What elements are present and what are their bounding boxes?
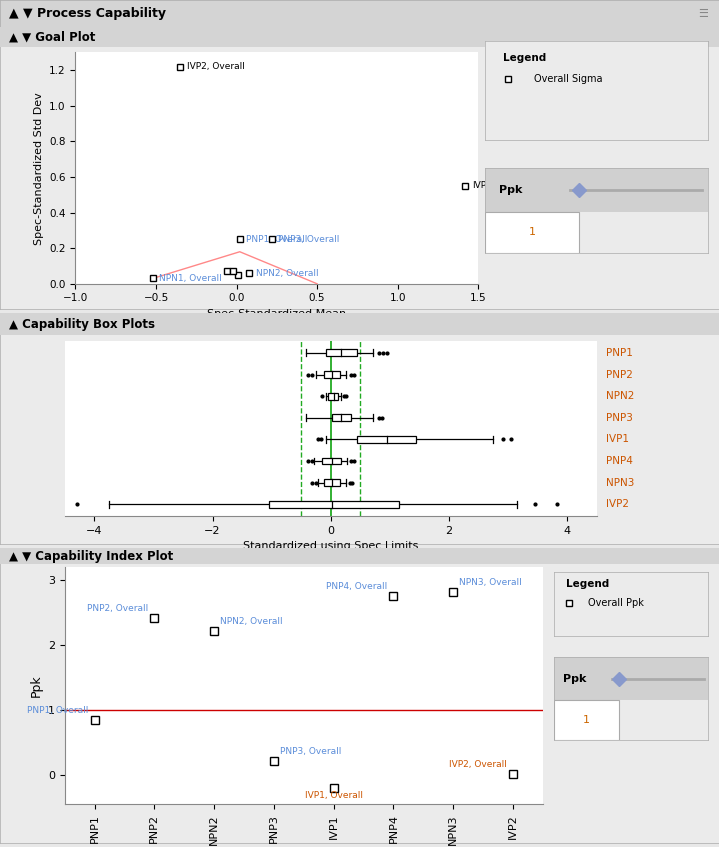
Bar [0, 548, 719, 564]
Text: PNP3: PNP3 [605, 412, 633, 423]
Bar [322, 457, 342, 464]
Bar [0, 313, 719, 335]
X-axis label: Spec-Standardized Mean: Spec-Standardized Mean [207, 309, 347, 319]
Bar [485, 212, 579, 252]
Text: NPN3: NPN3 [605, 478, 634, 488]
X-axis label: Standardized using Spec Limits: Standardized using Spec Limits [243, 541, 418, 551]
Y-axis label: Spec-Standardized Std Dev: Spec-Standardized Std Dev [34, 91, 44, 245]
Text: ▲ Capability Box Plots: ▲ Capability Box Plots [9, 318, 155, 331]
Text: PNP4, Overall: PNP4, Overall [326, 582, 388, 591]
Bar [326, 350, 357, 357]
Text: ▲ ▼ Capability Index Plot: ▲ ▼ Capability Index Plot [9, 550, 173, 562]
Text: ▲ ▼ Process Capability: ▲ ▼ Process Capability [9, 7, 165, 20]
Text: Ppk: Ppk [499, 185, 522, 195]
Bar [357, 436, 416, 443]
Bar [324, 371, 339, 378]
Text: NPN2, Overall: NPN2, Overall [256, 268, 319, 278]
Bar [554, 657, 708, 700]
Text: IVP1, Overall: IVP1, Overall [305, 791, 362, 800]
Text: PNP3, Overall: PNP3, Overall [280, 747, 342, 756]
Text: Overall Sigma: Overall Sigma [534, 74, 603, 84]
Text: IVP2: IVP2 [605, 499, 628, 509]
Bar [324, 479, 339, 486]
Text: PNP1, Overall: PNP1, Overall [27, 706, 88, 715]
Bar [332, 414, 352, 421]
Text: NPN2, Overall: NPN2, Overall [220, 617, 283, 626]
Text: Ppk: Ppk [563, 673, 586, 684]
Text: Legend: Legend [503, 53, 546, 63]
Text: ☰: ☰ [698, 8, 708, 19]
Text: ▲ ▼ Goal Plot: ▲ ▼ Goal Plot [9, 30, 95, 44]
Text: PNP3, Overall: PNP3, Overall [278, 235, 340, 244]
Text: PNP4: PNP4 [605, 456, 633, 466]
Text: IVP2, Overall: IVP2, Overall [449, 760, 507, 769]
Text: 1: 1 [582, 715, 590, 725]
Text: PNP1, Overall: PNP1, Overall [246, 235, 308, 244]
Text: IVP1: IVP1 [472, 181, 492, 191]
Text: Overall Ppk: Overall Ppk [587, 598, 644, 607]
Text: IVP2, Overall: IVP2, Overall [187, 62, 244, 71]
Bar [485, 168, 708, 212]
Bar [0, 27, 719, 47]
Text: IVP1: IVP1 [605, 435, 628, 445]
Bar [554, 700, 618, 739]
Text: PNP2, Overall: PNP2, Overall [87, 604, 148, 612]
Text: 1: 1 [528, 228, 536, 237]
Y-axis label: Ppk: Ppk [29, 674, 42, 697]
Text: Legend: Legend [566, 579, 609, 590]
Bar [329, 393, 338, 400]
Text: PNP2: PNP2 [605, 369, 633, 379]
Text: NPN3, Overall: NPN3, Overall [459, 578, 522, 587]
Text: NPN1, Overall: NPN1, Overall [159, 274, 222, 283]
Text: PNP1: PNP1 [605, 348, 633, 358]
Text: NPN2: NPN2 [605, 391, 634, 401]
Bar [269, 501, 399, 507]
